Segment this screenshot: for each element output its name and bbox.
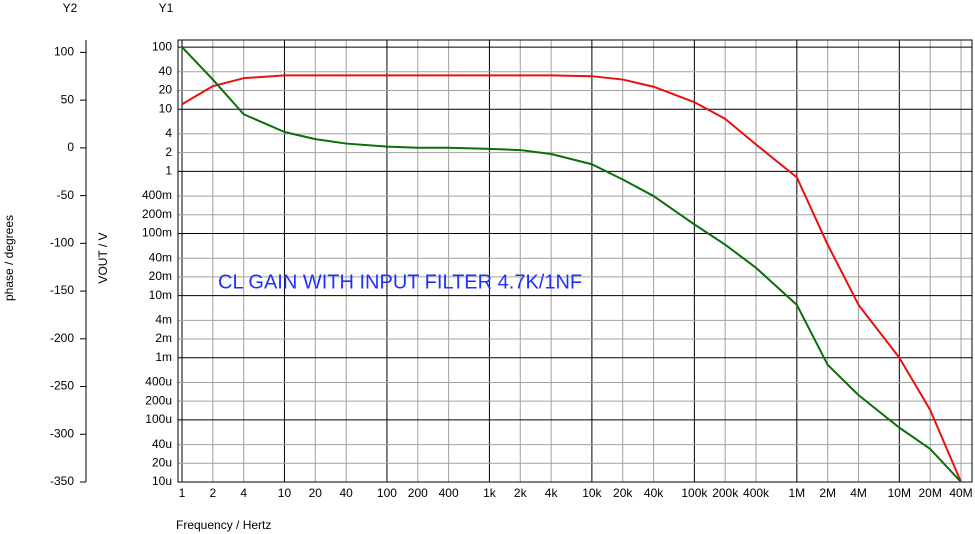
y-tick-label: 400m xyxy=(142,188,172,202)
x-tick-label: 1k xyxy=(483,486,497,500)
x-tick-label: 40 xyxy=(339,486,353,500)
x-tick-label: 2 xyxy=(210,486,217,500)
x-tick-label: 100k xyxy=(681,486,708,500)
y2-tick-label: 50 xyxy=(61,92,75,106)
y-tick-label: 400u xyxy=(145,375,172,389)
y-tick-label: 10m xyxy=(149,288,172,302)
x-tick-label: 40k xyxy=(644,486,664,500)
y2-tick-label: 100 xyxy=(54,45,74,59)
y-axis-name: Y1 xyxy=(159,1,174,15)
x-tick-label: 20 xyxy=(309,486,323,500)
y2-tick-label: -250 xyxy=(50,379,74,393)
y2-tick-label: -300 xyxy=(50,426,74,440)
annotation: CL GAIN WITH INPUT FILTER 4.7K/1NF xyxy=(218,271,582,293)
x-tick-label: 10M xyxy=(888,486,911,500)
x-tick-label: 400k xyxy=(743,486,770,500)
series-line xyxy=(181,74,962,483)
y2-axis-label: phase / degrees xyxy=(2,215,16,301)
x-tick-label: 400 xyxy=(439,486,459,500)
y-tick-label: 20 xyxy=(159,83,173,97)
y-axis-label: VOUT / V xyxy=(96,232,110,283)
y2-tick-label: -100 xyxy=(50,236,74,250)
x-tick-label: 10 xyxy=(278,486,292,500)
y-tick-label: 40 xyxy=(159,64,173,78)
y-tick-label: 200u xyxy=(145,393,172,407)
y2-tick-label: -150 xyxy=(50,283,74,297)
x-tick-label: 10k xyxy=(582,486,602,500)
y-tick-label: 20u xyxy=(152,455,172,469)
x-tick-label: 4k xyxy=(545,486,559,500)
y-tick-label: 1 xyxy=(165,164,172,178)
y-tick-label: 100 xyxy=(152,39,172,53)
x-tick-label: 200k xyxy=(712,486,739,500)
x-tick-label: 1M xyxy=(788,486,805,500)
x-tick-label: 20M xyxy=(918,486,941,500)
y-tick-label: 10 xyxy=(159,101,173,115)
y-tick-label: 1m xyxy=(155,350,172,364)
x-tick-label: 2k xyxy=(514,486,528,500)
y-tick-label: 100u xyxy=(145,412,172,426)
y-tick-label: 10u xyxy=(152,474,172,488)
x-tick-label: 20k xyxy=(613,486,633,500)
y-tick-label: 4 xyxy=(165,126,172,140)
x-tick-label: 1 xyxy=(179,486,186,500)
y2-tick-label: -350 xyxy=(50,474,74,488)
y-tick-label: 4m xyxy=(155,313,172,327)
y2-tick-label: -200 xyxy=(50,331,74,345)
y-tick-label: 200m xyxy=(142,207,172,221)
y-tick-label: 40m xyxy=(149,250,172,264)
y2-tick-label: -50 xyxy=(57,188,75,202)
plot-frame xyxy=(177,39,973,483)
y-tick-label: 2 xyxy=(165,145,172,159)
y2-axis-name: Y2 xyxy=(63,1,78,15)
y-tick-label: 40u xyxy=(152,437,172,451)
x-axis-label: Frequency / Hertz xyxy=(176,518,271,532)
x-tick-label: 100 xyxy=(377,486,397,500)
series-line xyxy=(181,46,962,483)
x-tick-label: 4 xyxy=(240,486,247,500)
y2-tick-label: 0 xyxy=(67,140,74,154)
y-tick-label: 100m xyxy=(142,226,172,240)
x-tick-label: 200 xyxy=(408,486,428,500)
y-tick-label: 2m xyxy=(155,331,172,345)
y-tick-label: 20m xyxy=(149,269,172,283)
x-tick-label: 4M xyxy=(850,486,867,500)
x-tick-label: 40M xyxy=(949,486,972,500)
x-tick-label: 2M xyxy=(819,486,836,500)
